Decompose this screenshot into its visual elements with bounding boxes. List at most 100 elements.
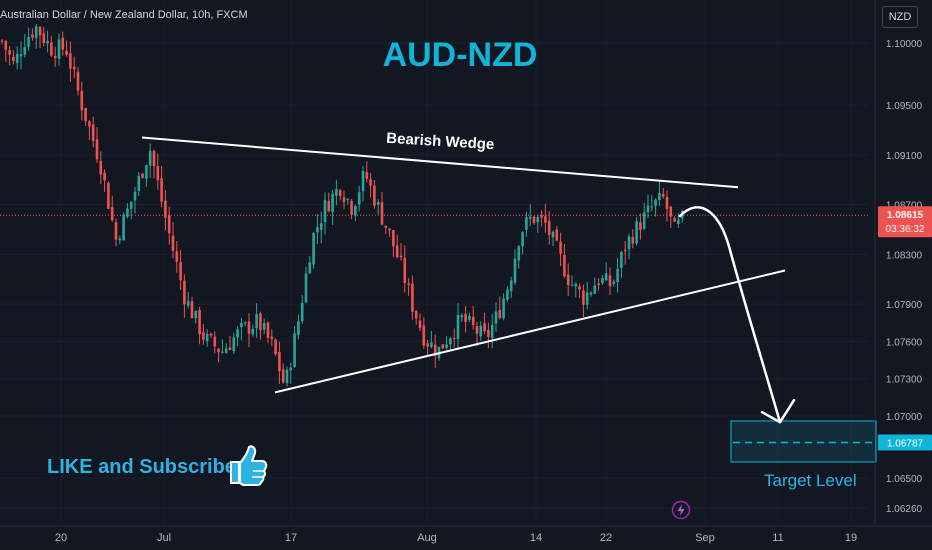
candle-body	[107, 182, 110, 209]
candle-body	[247, 321, 251, 334]
candle-body	[604, 273, 608, 281]
wedge-label: Bearish Wedge	[386, 130, 495, 154]
candle-body	[171, 235, 175, 251]
candle-body	[114, 222, 118, 240]
price-scale[interactable]: 1.10000 1.09500 1.09100 1.08700 1.08300 1.079…	[874, 0, 932, 526]
candle-body	[316, 227, 319, 233]
candle-body	[418, 320, 422, 328]
candle-body	[198, 310, 201, 335]
projection-arrowhead	[760, 398, 796, 424]
candle-body	[312, 233, 315, 265]
candle-body	[525, 217, 528, 230]
candle-body	[270, 336, 274, 340]
candle-body	[145, 164, 148, 179]
candle-body	[399, 255, 403, 258]
candle-body	[616, 268, 619, 283]
candle-body	[392, 230, 395, 247]
candle-body	[323, 200, 327, 222]
candle-body	[441, 344, 445, 349]
thumbs-up-icon	[230, 445, 268, 486]
time-scale[interactable]: 20 Jul 17 Aug 14 22 Sep 11 19	[0, 525, 932, 544]
candle-body	[487, 330, 490, 338]
candle-body	[460, 315, 464, 318]
candle-body	[293, 333, 296, 367]
candle-body	[570, 284, 574, 286]
price-tick-label: 1.07900	[886, 300, 923, 311]
candle-body	[122, 214, 125, 241]
candle-body	[677, 219, 680, 225]
candle-body	[4, 41, 8, 50]
candle-body	[194, 310, 198, 319]
candle-body	[608, 275, 612, 287]
candle-body	[468, 315, 471, 320]
candle-body	[380, 202, 384, 225]
time-tick-label: 14	[530, 532, 542, 544]
candle-body	[589, 292, 593, 295]
candle-body	[110, 207, 114, 221]
candle-body	[160, 178, 163, 202]
time-tick-label: Aug	[417, 532, 437, 544]
candle-body	[19, 54, 23, 57]
candle-body	[555, 229, 559, 241]
candle-body	[646, 205, 650, 213]
candle-body	[654, 199, 657, 207]
candle-body	[551, 231, 555, 238]
currency-button[interactable]: NZD	[882, 6, 918, 28]
candle-body	[8, 50, 11, 55]
candle-body	[99, 160, 103, 175]
last-price-badge	[878, 206, 932, 238]
candle-body	[281, 369, 285, 383]
candle-body	[559, 241, 562, 254]
candle-body	[445, 344, 448, 349]
candle-body	[639, 222, 642, 230]
candle-body	[27, 36, 30, 47]
candle-body	[346, 199, 350, 201]
candle-body	[650, 206, 654, 208]
chart-title: AUD-NZD	[0, 36, 932, 75]
candle-body	[308, 262, 312, 274]
candle-body	[475, 326, 479, 334]
candle-body	[342, 197, 346, 202]
candle-body	[327, 201, 331, 212]
candle-body	[354, 206, 357, 216]
candle-body	[665, 196, 669, 209]
candle-body	[88, 121, 91, 127]
candle-body	[563, 254, 566, 277]
candle-body	[494, 311, 498, 324]
chart-title-text: AUD-NZD	[382, 36, 538, 74]
candle-body	[76, 71, 80, 91]
candle-body	[255, 313, 258, 329]
grid-lines	[0, 42, 868, 509]
candle-body	[46, 41, 49, 44]
candle-body	[373, 185, 376, 206]
candle-body	[331, 193, 334, 212]
candle-body	[661, 194, 665, 197]
upper-trendline	[141, 136, 739, 189]
candle-body	[42, 33, 46, 43]
candle-body	[61, 37, 65, 50]
candle-body	[129, 201, 133, 210]
candle-body	[266, 322, 270, 338]
candle-body	[209, 333, 213, 336]
candle-body	[544, 216, 547, 223]
candle-body	[23, 47, 27, 55]
lightning-icon[interactable]	[671, 500, 691, 520]
time-tick-label: Sep	[695, 532, 715, 544]
lower-trendline	[274, 269, 786, 394]
candle-body	[513, 258, 517, 283]
candles	[0, 24, 684, 387]
candle-body	[597, 283, 600, 285]
candle-body	[38, 26, 42, 36]
candle-body	[69, 53, 72, 69]
candle-body	[452, 338, 456, 340]
candle-body	[91, 124, 95, 141]
candle-body	[297, 321, 300, 336]
candle-body	[449, 338, 452, 345]
candle-body	[357, 192, 361, 205]
target-price-value: 1.06787	[887, 438, 924, 449]
candle-body	[243, 322, 247, 324]
candle-body	[532, 216, 536, 224]
candle-body	[483, 323, 486, 332]
